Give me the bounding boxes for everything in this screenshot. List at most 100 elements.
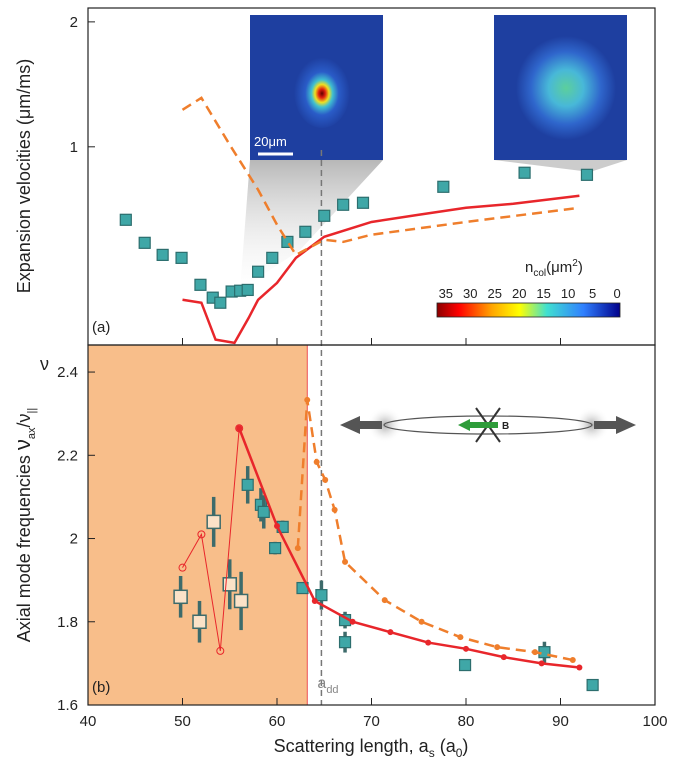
panel-label: (b) bbox=[92, 679, 110, 696]
marker bbox=[214, 296, 227, 309]
marker bbox=[156, 248, 169, 261]
marker bbox=[458, 658, 472, 672]
marker bbox=[257, 505, 270, 518]
colorbar-label: ncol(μm2) bbox=[525, 258, 583, 279]
colorbar-tick-label: 5 bbox=[589, 286, 596, 301]
x-label-part: 0 bbox=[456, 746, 463, 760]
marker bbox=[356, 196, 370, 209]
marker bbox=[586, 678, 599, 692]
y-axis-label: Axial mode frequencies νax/ν|| bbox=[10, 408, 38, 642]
marker bbox=[236, 425, 243, 432]
panel-label: (a) bbox=[92, 319, 110, 336]
x-tick-label: 50 bbox=[174, 713, 191, 730]
colorbar-tick-label: 20 bbox=[512, 286, 526, 301]
marker bbox=[216, 646, 225, 655]
trap-diagram bbox=[340, 407, 636, 443]
marker bbox=[294, 545, 301, 552]
x-tick-label: 70 bbox=[363, 713, 380, 730]
x-tick-label: 40 bbox=[80, 713, 97, 730]
marker bbox=[266, 251, 279, 264]
marker bbox=[518, 166, 531, 179]
y-label-part: ax bbox=[26, 427, 38, 439]
marker bbox=[569, 657, 576, 664]
x-axis-label: Scattering length, as (a0) bbox=[274, 736, 469, 760]
colorbar-tick-label: 0 bbox=[613, 286, 620, 301]
y-tick-label: 2 bbox=[70, 531, 78, 548]
x-tick-label: 100 bbox=[642, 713, 667, 730]
series-line bbox=[182, 428, 240, 651]
marker bbox=[580, 168, 594, 181]
y-tick-label: 1.6 bbox=[57, 697, 78, 714]
marker bbox=[463, 645, 469, 652]
colorbar-tick-label: 15 bbox=[536, 286, 550, 301]
x-tick-label: 90 bbox=[552, 713, 569, 730]
marker bbox=[192, 614, 207, 630]
x-label-part: ) bbox=[462, 736, 468, 756]
marker bbox=[531, 649, 538, 656]
marker bbox=[425, 639, 432, 646]
marker bbox=[322, 476, 329, 483]
marker bbox=[342, 558, 349, 565]
marker bbox=[197, 530, 206, 539]
x-label-part: (a bbox=[435, 736, 457, 756]
vline-label: add bbox=[317, 675, 338, 696]
marker bbox=[387, 629, 394, 636]
marker bbox=[437, 180, 450, 193]
x-label-part: s bbox=[429, 746, 435, 760]
x-label-part: Scattering length, a bbox=[274, 736, 430, 756]
marker bbox=[233, 593, 249, 609]
colorbar-tick-label: 25 bbox=[488, 286, 502, 301]
marker bbox=[500, 654, 507, 661]
marker bbox=[178, 563, 187, 572]
x-tick-label: 80 bbox=[458, 713, 475, 730]
marker bbox=[418, 618, 425, 625]
marker bbox=[235, 424, 244, 433]
marker bbox=[313, 458, 320, 465]
y-tick-label: 1 bbox=[70, 139, 78, 156]
series-line bbox=[182, 194, 580, 345]
colorbar bbox=[436, 302, 621, 318]
cb-label-part: 2 bbox=[572, 258, 578, 269]
marker bbox=[194, 278, 207, 291]
inset-cloud bbox=[294, 56, 350, 128]
marker bbox=[381, 597, 388, 604]
marker bbox=[349, 618, 356, 625]
x-tick-label: 60 bbox=[269, 713, 286, 730]
y-tick-label: 2.2 bbox=[57, 447, 78, 464]
marker bbox=[241, 478, 254, 491]
y-axis-label: Expansion velocities (μm/ms) bbox=[14, 59, 34, 293]
scale-bar-label: 20μm bbox=[254, 134, 287, 149]
cb-label-part: ) bbox=[578, 259, 583, 276]
series-line bbox=[238, 427, 580, 669]
axes-frame bbox=[87, 344, 656, 706]
colorbar-tick-label: 10 bbox=[561, 286, 575, 301]
y-tick-label: 2 bbox=[70, 14, 78, 31]
marker bbox=[206, 514, 221, 530]
shaded-region bbox=[87, 344, 308, 706]
cb-label-part: (μm bbox=[546, 259, 572, 276]
marker bbox=[576, 664, 583, 671]
marker bbox=[315, 589, 328, 602]
cb-label-part: col bbox=[533, 268, 546, 279]
marker bbox=[269, 541, 282, 555]
field-label: B bbox=[502, 421, 509, 432]
y-label-part: ν bbox=[10, 439, 35, 450]
marker bbox=[338, 636, 352, 649]
series-line bbox=[296, 399, 574, 662]
marker bbox=[494, 644, 501, 651]
marker bbox=[538, 660, 545, 667]
vline-label-part: a bbox=[317, 675, 326, 692]
marker bbox=[457, 634, 464, 641]
y-label-part: Axial mode frequencies bbox=[14, 450, 34, 642]
marker bbox=[318, 209, 331, 222]
vline-label-part: dd bbox=[326, 684, 338, 696]
colorbar-tick-label: 30 bbox=[463, 286, 477, 301]
marker bbox=[311, 597, 318, 604]
marker bbox=[138, 236, 151, 249]
marker bbox=[252, 265, 265, 278]
marker bbox=[241, 283, 254, 297]
y-tick-label: 2.4 bbox=[57, 364, 78, 381]
colorbar-tick-label: 35 bbox=[439, 286, 453, 301]
marker bbox=[119, 213, 132, 226]
